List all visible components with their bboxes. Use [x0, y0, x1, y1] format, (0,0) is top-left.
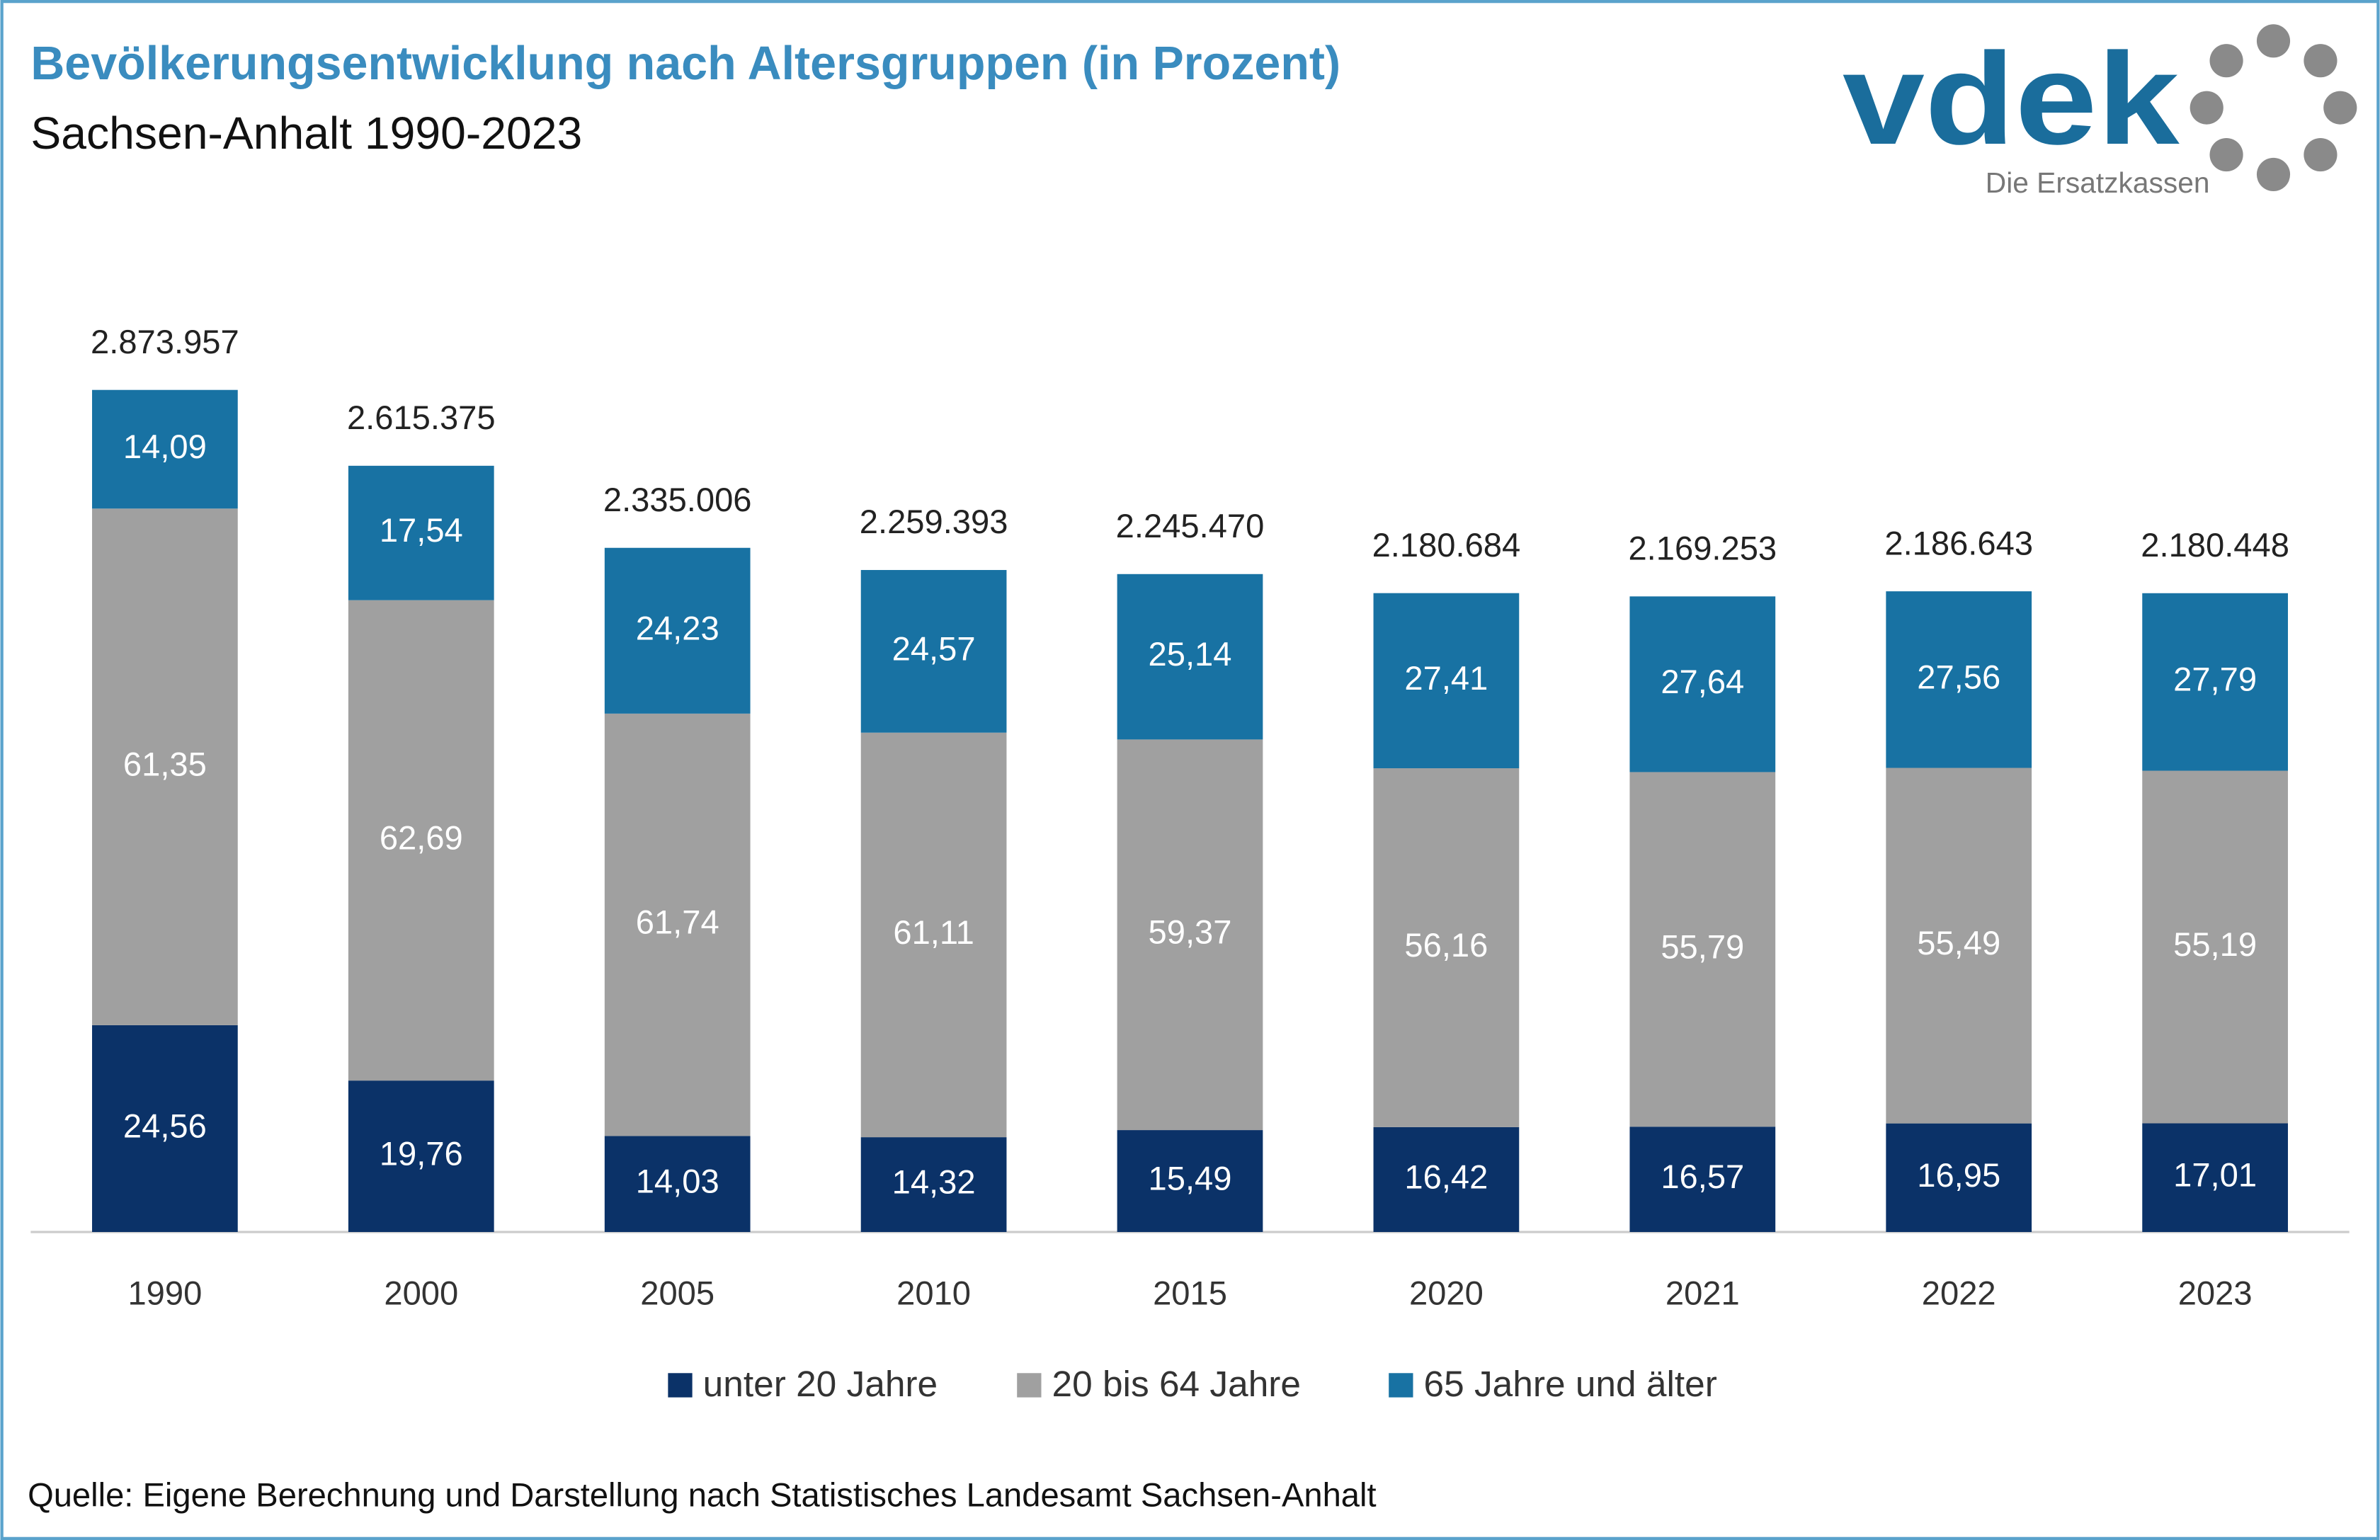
value-label: 56,16 [1404, 926, 1488, 964]
total-label: 2.180.448 [2141, 526, 2289, 564]
legend-label: 65 Jahre und älter [1423, 1363, 1716, 1404]
total-label: 2.186.643 [1884, 524, 2033, 561]
bar-segment [1886, 591, 2032, 768]
bar-segment [1117, 739, 1263, 1131]
logo-tagline: Die Ersatzkassen [1986, 166, 2210, 199]
bar-segment [604, 713, 751, 1136]
value-label: 61,11 [893, 913, 974, 951]
bar-segment [1629, 596, 1776, 772]
bar-segment [1886, 768, 2032, 1124]
bar-segment [92, 389, 238, 509]
logo-ring [2190, 24, 2357, 191]
legend-label: unter 20 Jahre [703, 1363, 938, 1404]
value-label: 55,79 [1661, 928, 1744, 965]
value-label: 15,49 [1149, 1159, 1232, 1197]
value-label: 24,57 [892, 629, 976, 667]
total-label: 2.245.470 [1116, 507, 1265, 544]
value-label: 55,19 [2173, 925, 2257, 963]
x-tick-label: 2023 [2178, 1274, 2253, 1311]
bar-segment [604, 547, 751, 714]
x-tick-label: 2015 [1153, 1274, 1227, 1311]
x-tick-label: 2021 [1666, 1274, 1740, 1311]
bar-segment [2142, 593, 2288, 771]
value-label: 59,37 [1149, 913, 1232, 951]
value-label: 25,14 [1149, 635, 1232, 673]
x-tick-label: 2000 [384, 1274, 458, 1311]
bar-segment [348, 465, 494, 600]
bar-segment [92, 508, 238, 1025]
value-label: 61,35 [123, 746, 207, 783]
x-tick-label: 2022 [1922, 1274, 1996, 1311]
total-label: 2.335.006 [603, 481, 752, 518]
value-label: 27,64 [1661, 663, 1744, 700]
value-label: 61,74 [636, 903, 719, 941]
legend-swatch [1017, 1373, 1042, 1398]
bar-segment [1373, 768, 1520, 1127]
value-label: 17,54 [380, 511, 463, 549]
total-label: 2.259.393 [860, 503, 1008, 540]
bar-segment [860, 1137, 1007, 1232]
bar-segment [1373, 1127, 1520, 1232]
total-label: 2.169.253 [1628, 529, 1777, 566]
total-label: 2.873.957 [91, 323, 239, 360]
value-label: 27,41 [1404, 659, 1488, 697]
value-label: 24,56 [123, 1107, 207, 1144]
bar-segment [1117, 574, 1263, 740]
value-label: 14,03 [636, 1163, 719, 1200]
bar-segment [1117, 1130, 1263, 1232]
logo-text: vdek [1843, 26, 2180, 172]
bar-segment [1373, 593, 1520, 769]
value-label: 17,01 [2173, 1156, 2257, 1194]
bar-segment [92, 1025, 238, 1232]
bar-segment [1886, 1123, 2032, 1232]
value-label: 62,69 [380, 819, 463, 856]
value-label: 16,42 [1404, 1158, 1488, 1195]
legend-swatch [668, 1373, 693, 1398]
bar-segment [604, 1136, 751, 1232]
bar-segment [860, 732, 1007, 1138]
source: Quelle: Eigene Berechnung und Darstellun… [28, 1476, 1377, 1513]
bar-segment [860, 570, 1007, 733]
total-label: 2.615.375 [347, 399, 496, 436]
bar-segment [1629, 772, 1776, 1127]
total-label: 2.180.684 [1372, 526, 1521, 564]
value-label: 14,32 [892, 1163, 976, 1201]
bar-segment [348, 600, 494, 1081]
x-tick-label: 1990 [127, 1274, 202, 1311]
chart-subtitle: Sachsen-Anhalt 1990-2023 [30, 108, 582, 159]
x-tick-label: 2005 [640, 1274, 714, 1311]
value-label: 19,76 [380, 1135, 463, 1173]
value-label: 27,79 [2173, 661, 2257, 698]
bar-segment [2142, 1123, 2288, 1232]
bar-segment [2142, 770, 2288, 1124]
legend-label: 20 bis 64 Jahre [1052, 1363, 1302, 1404]
value-label: 16,57 [1661, 1158, 1744, 1195]
legend-swatch [1389, 1373, 1413, 1398]
bar-segment [348, 1080, 494, 1232]
chart-title: Bevölkerungsentwicklung nach Altersgrupp… [30, 38, 1340, 90]
x-tick-label: 2010 [896, 1274, 971, 1311]
bar-segment [1629, 1127, 1776, 1232]
x-tick-label: 2020 [1409, 1274, 1484, 1311]
value-label: 24,23 [636, 609, 719, 646]
value-label: 14,09 [123, 428, 207, 465]
value-label: 55,49 [1917, 924, 2000, 962]
value-label: 27,56 [1917, 658, 2000, 695]
value-label: 16,95 [1917, 1156, 2000, 1194]
